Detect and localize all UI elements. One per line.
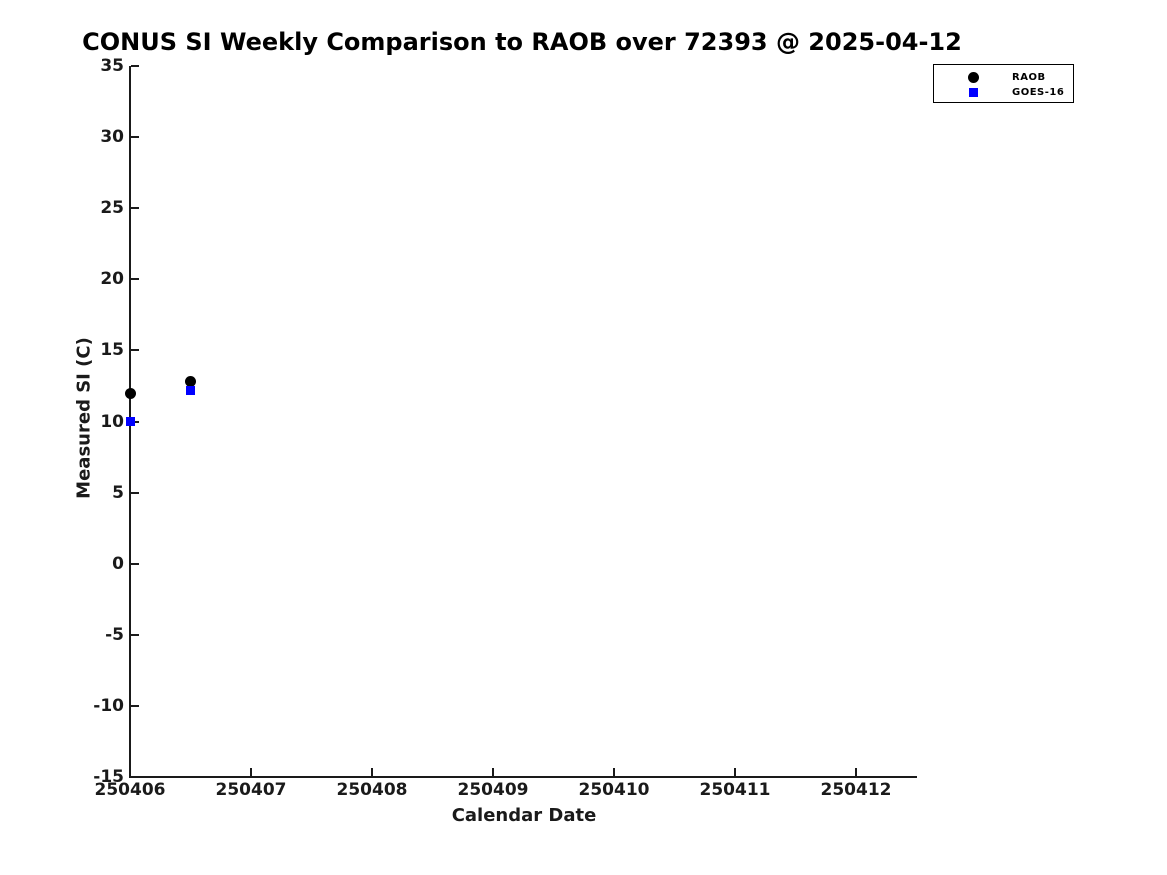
x-tick-mark xyxy=(250,768,252,776)
legend-label-raob: RAOB xyxy=(1012,72,1046,83)
goes16-square-marker-icon xyxy=(969,88,978,97)
y-tick-label: 10 xyxy=(100,412,124,432)
y-tick-mark xyxy=(131,492,139,494)
data-point-raob xyxy=(124,387,136,399)
y-tick-label: 25 xyxy=(100,198,124,218)
data-point-raob xyxy=(185,376,197,388)
y-tick-mark xyxy=(131,705,139,707)
y-tick-label: -15 xyxy=(93,767,124,787)
x-tick-mark xyxy=(371,768,373,776)
y-tick-label: 0 xyxy=(112,554,124,574)
x-tick-label: 250406 xyxy=(94,780,166,800)
y-tick-label: 20 xyxy=(100,269,124,289)
y-tick-mark xyxy=(131,207,139,209)
y-tick-label: 5 xyxy=(112,483,124,503)
x-tick-label: 250412 xyxy=(820,780,892,800)
legend-label-goes16: GOES-16 xyxy=(1012,87,1065,98)
y-tick-mark xyxy=(131,136,139,138)
x-tick-mark xyxy=(129,768,131,776)
data-point-goes-16 xyxy=(186,385,196,395)
x-tick-mark xyxy=(734,768,736,776)
y-tick-label: 30 xyxy=(100,127,124,147)
y-tick-label: 15 xyxy=(100,340,124,360)
y-tick-mark xyxy=(131,563,139,565)
y-tick-label: -10 xyxy=(93,696,124,716)
y-tick-mark xyxy=(131,776,139,778)
x-tick-mark xyxy=(613,768,615,776)
x-tick-label: 250409 xyxy=(457,780,529,800)
x-tick-label: 250408 xyxy=(336,780,408,800)
y-tick-mark xyxy=(131,421,139,423)
y-tick-mark xyxy=(131,634,139,636)
x-tick-label: 250410 xyxy=(578,780,650,800)
x-tick-mark xyxy=(855,768,857,776)
x-tick-label: 250411 xyxy=(699,780,771,800)
x-tick-label: 250407 xyxy=(215,780,287,800)
x-axis-line xyxy=(129,776,917,778)
legend: RAOB GOES-16 xyxy=(933,64,1074,103)
y-tick-mark xyxy=(131,278,139,280)
y-tick-label: -5 xyxy=(105,625,124,645)
raob-circle-marker-icon xyxy=(968,72,979,83)
chart-title: CONUS SI Weekly Comparison to RAOB over … xyxy=(82,28,962,56)
legend-entry-raob: RAOB xyxy=(934,70,1073,85)
x-axis-label: Calendar Date xyxy=(451,805,597,826)
x-tick-mark xyxy=(492,768,494,776)
y-tick-label: 35 xyxy=(100,56,124,76)
y-tick-mark xyxy=(131,65,139,67)
data-point-goes-16 xyxy=(125,417,135,426)
y-tick-mark xyxy=(131,349,139,351)
legend-entry-goes16: GOES-16 xyxy=(934,85,1073,100)
